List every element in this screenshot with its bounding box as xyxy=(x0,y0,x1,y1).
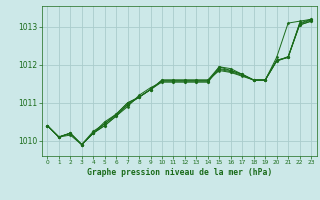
X-axis label: Graphe pression niveau de la mer (hPa): Graphe pression niveau de la mer (hPa) xyxy=(87,168,272,177)
